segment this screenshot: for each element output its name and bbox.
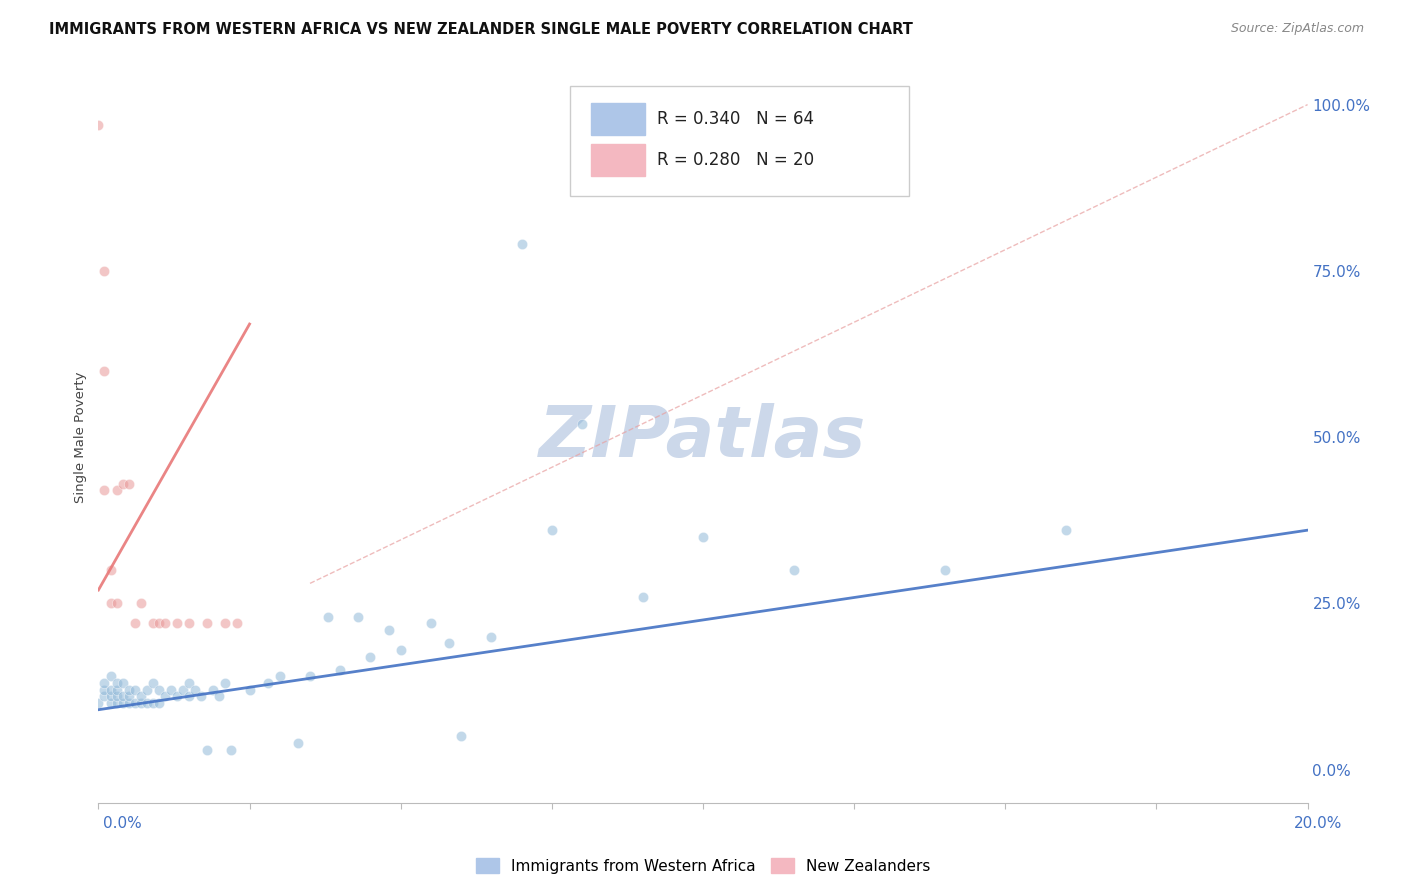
- Point: [118, 696, 141, 710]
- Point: [93, 676, 115, 690]
- Point: [118, 690, 141, 704]
- Point: [360, 649, 382, 664]
- Point: [179, 616, 201, 631]
- Legend: Immigrants from Western Africa, New Zealanders: Immigrants from Western Africa, New Zeal…: [470, 852, 936, 880]
- Point: [93, 363, 115, 377]
- Text: R = 0.340   N = 64: R = 0.340 N = 64: [657, 110, 814, 128]
- Point: [105, 690, 128, 704]
- Point: [783, 563, 806, 577]
- Point: [105, 676, 128, 690]
- Point: [377, 623, 399, 637]
- Point: [142, 616, 165, 631]
- Point: [329, 663, 352, 677]
- Point: [105, 596, 128, 610]
- Y-axis label: Single Male Poverty: Single Male Poverty: [75, 371, 87, 503]
- Point: [100, 696, 122, 710]
- Point: [269, 669, 291, 683]
- Text: ZIPatlas: ZIPatlas: [540, 402, 866, 472]
- Point: [135, 696, 157, 710]
- Point: [105, 682, 128, 697]
- Point: [195, 742, 218, 756]
- Point: [124, 682, 146, 697]
- Point: [692, 530, 714, 544]
- Point: [87, 118, 110, 132]
- Point: [100, 690, 122, 704]
- Point: [256, 676, 278, 690]
- Point: [299, 669, 322, 683]
- Point: [190, 690, 212, 704]
- Point: [93, 264, 115, 278]
- Point: [105, 696, 128, 710]
- Point: [105, 483, 128, 498]
- Text: Source: ZipAtlas.com: Source: ZipAtlas.com: [1230, 22, 1364, 36]
- Point: [631, 590, 654, 604]
- Point: [420, 616, 443, 631]
- Text: IMMIGRANTS FROM WESTERN AFRICA VS NEW ZEALANDER SINGLE MALE POVERTY CORRELATION : IMMIGRANTS FROM WESTERN AFRICA VS NEW ZE…: [49, 22, 912, 37]
- Point: [100, 596, 122, 610]
- Point: [184, 682, 207, 697]
- Point: [287, 736, 309, 750]
- FancyBboxPatch shape: [591, 103, 645, 135]
- Point: [316, 609, 339, 624]
- Point: [214, 676, 236, 690]
- FancyBboxPatch shape: [569, 86, 908, 195]
- Point: [179, 676, 201, 690]
- Point: [437, 636, 460, 650]
- Point: [148, 682, 170, 697]
- Point: [111, 476, 134, 491]
- Point: [118, 682, 141, 697]
- Point: [135, 682, 157, 697]
- Point: [179, 690, 201, 704]
- Point: [347, 609, 370, 624]
- Point: [142, 676, 165, 690]
- Point: [142, 696, 165, 710]
- Point: [226, 616, 249, 631]
- Point: [87, 696, 110, 710]
- Text: 0.0%: 0.0%: [103, 816, 142, 831]
- Point: [510, 237, 533, 252]
- Point: [118, 476, 141, 491]
- Point: [389, 643, 412, 657]
- Point: [124, 616, 146, 631]
- Point: [166, 690, 188, 704]
- Point: [153, 616, 176, 631]
- Point: [93, 682, 115, 697]
- Point: [111, 696, 134, 710]
- FancyBboxPatch shape: [591, 144, 645, 176]
- Point: [100, 563, 122, 577]
- Point: [214, 616, 236, 631]
- Point: [195, 616, 218, 631]
- Point: [540, 523, 562, 537]
- Point: [111, 690, 134, 704]
- Point: [172, 682, 194, 697]
- Text: 20.0%: 20.0%: [1295, 816, 1343, 831]
- Point: [481, 630, 503, 644]
- Point: [93, 483, 115, 498]
- Point: [148, 616, 170, 631]
- Point: [100, 682, 122, 697]
- Point: [160, 682, 183, 697]
- Point: [148, 696, 170, 710]
- Point: [124, 696, 146, 710]
- Point: [129, 690, 152, 704]
- Point: [111, 676, 134, 690]
- Point: [571, 417, 593, 431]
- Point: [202, 682, 225, 697]
- Point: [208, 690, 231, 704]
- Point: [934, 563, 956, 577]
- Point: [450, 729, 472, 743]
- Point: [153, 690, 176, 704]
- Point: [221, 742, 243, 756]
- Point: [166, 616, 188, 631]
- Point: [93, 690, 115, 704]
- Text: R = 0.280   N = 20: R = 0.280 N = 20: [657, 151, 814, 169]
- Point: [1054, 523, 1077, 537]
- Point: [129, 696, 152, 710]
- Point: [100, 669, 122, 683]
- Point: [239, 682, 262, 697]
- Point: [129, 596, 152, 610]
